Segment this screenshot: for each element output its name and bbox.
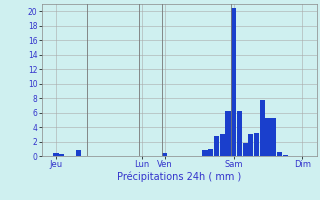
Bar	[243, 143, 248, 156]
Bar	[59, 154, 64, 156]
Bar	[162, 153, 167, 156]
Bar	[53, 153, 59, 156]
Bar	[254, 133, 259, 156]
Bar	[248, 134, 253, 156]
Bar	[214, 136, 219, 156]
Bar	[208, 149, 213, 156]
Bar	[225, 111, 230, 156]
Bar	[277, 152, 282, 156]
Bar	[266, 118, 271, 156]
Bar	[76, 150, 82, 156]
Bar	[231, 8, 236, 156]
Bar	[271, 118, 276, 156]
Bar	[203, 150, 208, 156]
Bar	[237, 111, 242, 156]
Bar	[220, 134, 225, 156]
Bar	[260, 100, 265, 156]
Bar	[283, 155, 288, 156]
X-axis label: Précipitations 24h ( mm ): Précipitations 24h ( mm )	[117, 172, 241, 182]
